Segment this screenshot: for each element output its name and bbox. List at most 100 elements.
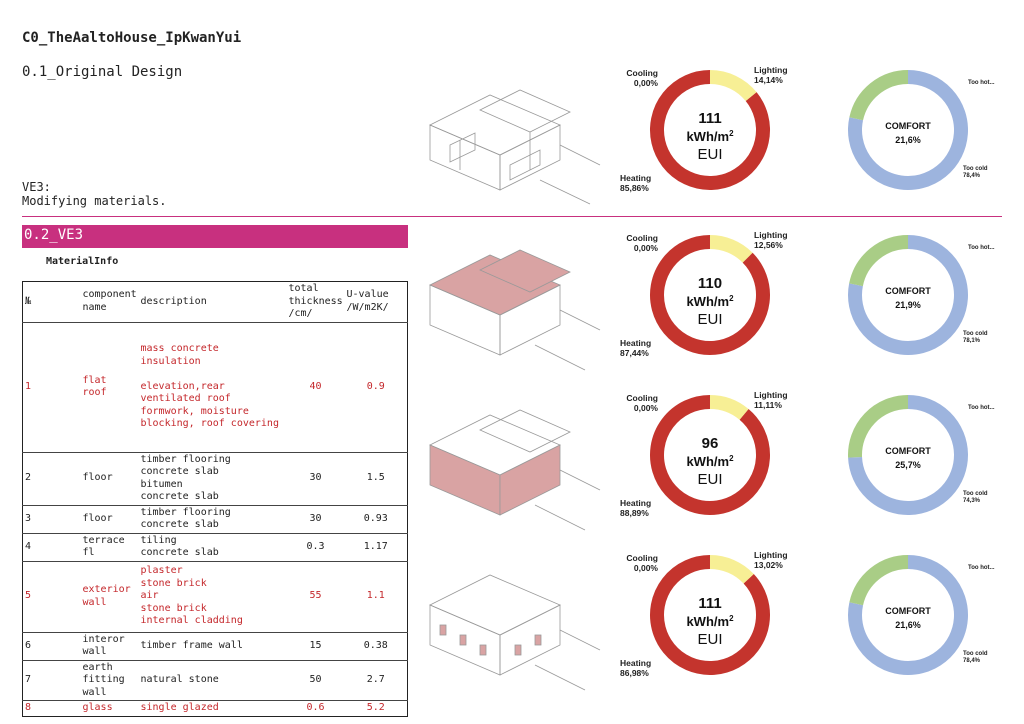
cell-uvalue: 1.17 — [344, 532, 408, 561]
col-header-description: description — [140, 295, 207, 307]
lighting-segment — [709, 555, 754, 584]
cell-thickness: 15 — [286, 631, 345, 660]
axonometric-model-roof — [429, 249, 601, 371]
lighting-label: Lighting 14,14% — [754, 65, 788, 85]
axonometric-model-original — [429, 89, 601, 205]
material-info-title: MaterialInfo — [46, 256, 119, 267]
cell-description: tiling concrete slab — [138, 532, 287, 561]
cell-thickness: 0.3 — [286, 532, 345, 561]
heating-segment — [650, 235, 770, 355]
comfort-segment — [849, 555, 909, 606]
cell-uvalue: 0.38 — [344, 631, 408, 660]
heating-label: Heating 87,44% — [620, 338, 652, 358]
table-row: 3 floor timber flooring concrete slab 30 0.9… — [22, 504, 408, 533]
too-cold-label: Too cold 74,3% — [963, 491, 988, 504]
comfort-title: COMFORT — [885, 606, 931, 616]
ve3-section-heading: 0.2_VE3 — [22, 225, 408, 248]
cell-thickness: 40 — [286, 321, 345, 452]
lighting-segment — [709, 235, 753, 263]
eui-label: EUI — [697, 146, 722, 163]
eui-value: 96 — [702, 435, 719, 452]
eui-value: 110 — [698, 275, 722, 292]
cell-thickness: 50 — [286, 659, 345, 701]
cooling-label: Cooling 0,00% — [626, 393, 658, 413]
cell-uvalue: 5.2 — [344, 700, 408, 716]
cell-number: 3 — [22, 504, 81, 533]
cell-uvalue: 0.9 — [344, 321, 408, 452]
table-row: 5 exterior wall plaster stone brick air st… — [22, 560, 408, 632]
cell-description: single glazed — [138, 700, 287, 716]
eui-unit: kWh/m2 — [686, 454, 734, 469]
comfort-segment — [849, 70, 909, 121]
cell-description: timber frame wall — [138, 631, 287, 660]
table-row: 8 glass single glazed 0.6 5.2 — [22, 700, 408, 716]
table-row: 6 interor wall timber frame wall 15 0.38 — [22, 631, 408, 660]
lighting-segment — [709, 70, 757, 102]
cell-uvalue: 1.1 — [344, 560, 408, 632]
heating-label: Heating 85,86% — [620, 173, 652, 193]
cell-description: timber flooring concrete slab bitumen co… — [138, 451, 287, 505]
table-header-row: № component name description total thick… — [23, 282, 408, 323]
comfort-title: COMFORT — [885, 121, 931, 131]
cooling-label: Cooling 0,00% — [626, 233, 658, 253]
lighting-label: Lighting 13,02% — [754, 550, 788, 570]
cell-component-name: floor — [80, 504, 139, 533]
project-title: C0_TheAaltoHouse_IpKwanYui — [22, 30, 242, 46]
eui-value: 111 — [698, 595, 721, 612]
cell-component-name: exterior wall — [80, 560, 139, 632]
cell-uvalue: 0.93 — [344, 504, 408, 533]
cell-component-name: flat roof — [80, 321, 139, 452]
cell-thickness: 55 — [286, 560, 345, 632]
comfort-donut-chart: COMFORT 21,6% — [848, 555, 968, 675]
table-row: 1 flat roof mass concrete insulation eleva… — [22, 321, 408, 452]
cell-uvalue: 1.5 — [344, 451, 408, 505]
axonometric-model-walls — [429, 409, 601, 531]
heating-segment — [650, 395, 770, 515]
cooling-label: Cooling 0,00% — [626, 68, 658, 88]
cell-description: natural stone — [138, 659, 287, 701]
too-cold-label: Too cold 78,1% — [963, 331, 988, 344]
eui-label: EUI — [697, 471, 722, 488]
material-table: № component name description total thick… — [22, 281, 408, 717]
comfort-title: COMFORT — [885, 446, 931, 456]
too-cold-label: Too cold 78,4% — [963, 166, 988, 179]
cell-thickness: 30 — [286, 451, 345, 505]
col-header-component: component name — [82, 289, 137, 313]
heating-label: Heating 88,89% — [620, 498, 652, 518]
axonometric-model-glass — [429, 574, 601, 691]
heating-label: Heating 86,98% — [620, 658, 652, 678]
col-header-thickness: total thickness /cm/ — [288, 283, 343, 319]
heating-segment — [650, 70, 770, 190]
cell-number: 5 — [22, 560, 81, 632]
comfort-donut-chart: COMFORT 25,7% — [848, 395, 968, 515]
table-row: 4 terrace fl tiling concrete slab 0.3 1.17 — [22, 532, 408, 561]
comfort-value: 25,7% — [895, 460, 921, 470]
comfort-value: 21,6% — [895, 620, 921, 630]
eui-unit: kWh/m2 — [686, 614, 734, 629]
energy-donut-chart: 111 kWh/m2 EUI — [650, 555, 770, 675]
cell-thickness: 30 — [286, 504, 345, 533]
cell-number: 1 — [22, 321, 81, 452]
cell-component-name: interor wall — [80, 631, 139, 660]
too-cold-segment — [848, 395, 968, 515]
lighting-segment — [709, 395, 749, 420]
too-hot-label: Too hot... — [968, 245, 995, 251]
energy-donut-chart: 111 kWh/m2 EUI — [650, 70, 770, 190]
col-header-uvalue: U-value /W/m2K/ — [346, 289, 389, 313]
too-hot-label: Too hot... — [968, 80, 995, 86]
original-design-heading: 0.1_Original Design — [22, 64, 183, 80]
cell-number: 7 — [22, 659, 81, 701]
cell-component-name: earth fitting wall — [80, 659, 139, 701]
cell-description: timber flooring concrete slab — [138, 504, 287, 533]
too-cold-segment — [848, 70, 968, 190]
heating-segment — [650, 555, 770, 675]
cooling-label: Cooling 0,00% — [626, 553, 658, 573]
too-cold-segment — [848, 555, 968, 675]
too-cold-segment — [848, 235, 968, 355]
cell-number: 8 — [22, 700, 81, 716]
lighting-label: Lighting 12,56% — [754, 230, 788, 250]
eui-value: 111 — [698, 110, 721, 127]
cell-uvalue: 2.7 — [344, 659, 408, 701]
cell-thickness: 0.6 — [286, 700, 345, 716]
eui-label: EUI — [697, 311, 722, 328]
